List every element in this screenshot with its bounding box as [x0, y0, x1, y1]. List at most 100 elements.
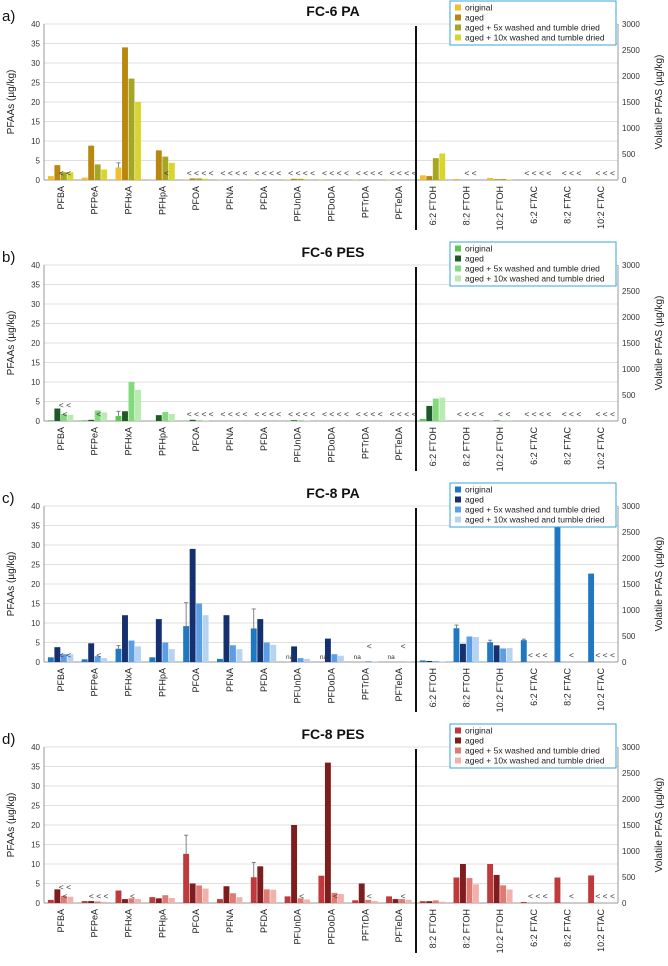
x-tick-label: PFNA — [225, 186, 235, 210]
legend-swatch — [455, 14, 461, 21]
bar-aged-5x-washed-and-tumble-dried — [162, 895, 169, 903]
x-tick-label: 6:2 FTOH — [428, 427, 438, 466]
loq-annotation: < — [401, 641, 406, 651]
bar-aged — [291, 825, 298, 903]
bar-aged — [291, 178, 298, 180]
loq-annotation: < < < < — [390, 409, 417, 419]
chart-panel-4: d) FC-8 PES 0 5 10 15 20 25 30 35 40 0 500 1000 1500 20… — [2, 723, 665, 953]
loq-annotation: < < < < — [288, 168, 315, 178]
loq-annotation: < < < — [89, 891, 109, 901]
y-tick-label-left: 0 — [36, 899, 41, 908]
y-tick-label-left: 10 — [31, 619, 40, 628]
bar-aged — [122, 47, 128, 181]
bar-aged-5x-washed-and-tumble-dried — [500, 648, 507, 662]
loq-annotation: < — [62, 891, 67, 901]
y-tick-label-right: 2000 — [622, 313, 640, 322]
legend-label: original — [465, 244, 493, 254]
loq-annotation: < — [96, 650, 101, 660]
y-tick-label-right: 3000 — [622, 261, 640, 270]
y-tick-label-left: 20 — [31, 580, 40, 589]
bar-aged — [594, 179, 601, 180]
y-tick-label-left: 35 — [31, 40, 40, 49]
bar-aged-10x-washed-and-tumble-dried — [236, 897, 243, 903]
bar-aged — [189, 883, 196, 903]
loq-annotation: < < < < — [187, 409, 214, 419]
bar-aged-10x-washed-and-tumble-dried — [135, 646, 141, 662]
x-tick-label: PFNA — [225, 909, 235, 933]
bar-aged-5x-washed-and-tumble-dried — [331, 654, 338, 662]
x-tick-label: 8:2 FTAC — [563, 668, 573, 706]
y-tick-label-left: 0 — [36, 417, 41, 426]
y-tick-label-left: 15 — [31, 118, 40, 127]
x-tick-label: 10:2 FTOH — [495, 668, 505, 712]
bar-aged-5x-washed-and-tumble-dried — [432, 158, 439, 180]
y-tick-label-left: 10 — [31, 137, 40, 146]
bar-aged — [189, 419, 196, 421]
x-tick-label: PFHpA — [157, 668, 167, 697]
bar-aged — [358, 883, 365, 903]
bar-original — [318, 875, 325, 903]
legend-box — [449, 0, 617, 46]
bar-aged-10x-washed-and-tumble-dried — [202, 615, 209, 662]
bar-aged-10x-washed-and-tumble-dried — [101, 901, 108, 903]
loq-annotation: na — [387, 654, 395, 661]
legend-swatch — [455, 516, 461, 523]
y-tick-label-right: 1500 — [622, 821, 640, 830]
y-tick-label-right: 2500 — [622, 528, 640, 537]
y-tick-label-right: 2000 — [622, 554, 640, 563]
bar-original — [81, 901, 88, 903]
loq-annotation: < < < — [595, 891, 615, 901]
bar-aged-10x-washed-and-tumble-dried — [202, 888, 209, 903]
y-tick-label-right: 2000 — [622, 795, 640, 804]
bar-original — [47, 899, 54, 903]
legend-swatch — [455, 265, 461, 272]
y-tick-label-left: 30 — [31, 59, 40, 68]
y-tick-label-right: 0 — [622, 417, 627, 426]
bar-aged — [493, 179, 500, 180]
bar-aged — [257, 866, 264, 903]
bar-aged — [155, 619, 162, 662]
bar-aged-10x-washed-and-tumble-dried — [506, 647, 513, 662]
loq-annotation: < — [367, 891, 372, 901]
bar-aged-5x-washed-and-tumble-dried — [297, 420, 304, 421]
bar-aged-10x-washed-and-tumble-dried — [67, 654, 74, 662]
bar-aged — [54, 889, 61, 903]
loq-annotation: < < < < — [356, 168, 383, 178]
y-tick-label-left: 20 — [31, 339, 40, 348]
bar-original — [115, 167, 122, 180]
y-tick-label-left: 20 — [31, 821, 40, 830]
bar-aged-10x-washed-and-tumble-dried — [270, 644, 277, 662]
x-tick-label: PFDA — [259, 909, 269, 933]
y-tick-label-right: 0 — [622, 176, 627, 185]
y-tick-label-left: 15 — [31, 600, 40, 609]
y-tick-label-right: 1500 — [622, 98, 640, 107]
x-tick-label: PFTrDA — [360, 909, 370, 941]
x-tick-label: PFHpA — [157, 186, 167, 215]
loq-annotation: < < < < — [288, 409, 315, 419]
y-tick-label-left: 35 — [31, 522, 40, 531]
bar-aged-10x-washed-and-tumble-dried — [337, 894, 344, 903]
y-tick-label-right: 0 — [622, 899, 627, 908]
chart-panel-2: b) FC-6 PES 0 5 10 15 20 25 30 35 40 0 500 1000 1500 20… — [2, 241, 665, 471]
y-tick-label-right: 3000 — [622, 20, 640, 29]
bar-aged-5x-washed-and-tumble-dried — [60, 172, 67, 180]
x-tick-label: PFOA — [191, 668, 201, 693]
bar-original — [217, 899, 223, 903]
loq-annotation: < < — [498, 409, 510, 419]
y-axis-label-right: Volatile PFAS (µg/kg) — [654, 537, 665, 632]
x-tick-label: 10:2 FTAC — [596, 186, 606, 229]
x-tick-label: PFUnDA — [293, 668, 303, 704]
loq-annotation: < — [569, 891, 574, 901]
x-tick-label: PFDA — [259, 427, 269, 451]
loq-annotation: < — [401, 891, 406, 901]
y-tick-label-right: 3000 — [622, 743, 640, 752]
bar-original — [47, 176, 54, 180]
loq-annotation: < < < — [562, 168, 582, 178]
loq-annotation: < < — [59, 168, 71, 178]
bar-aged — [426, 176, 433, 180]
bar-original — [47, 657, 54, 662]
bar-aged-10x-washed-and-tumble-dried — [439, 153, 446, 180]
y-tick-label-left: 30 — [31, 300, 40, 309]
legend-label: aged — [465, 13, 484, 23]
